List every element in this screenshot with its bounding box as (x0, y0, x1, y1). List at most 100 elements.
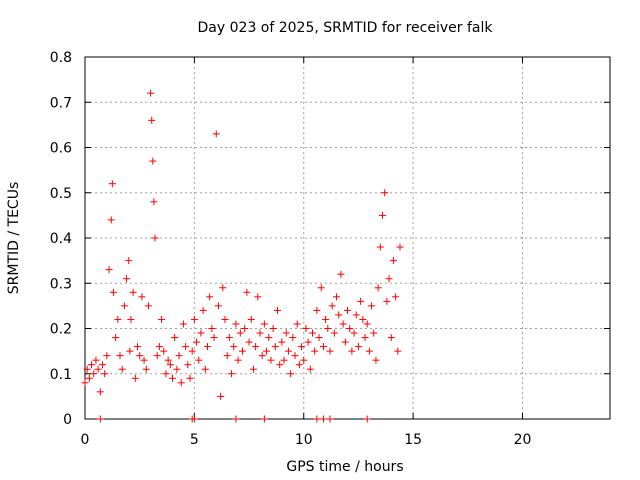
data-point (151, 234, 159, 242)
data-point (109, 288, 117, 296)
data-point (150, 198, 158, 206)
x-tick-label: 20 (514, 432, 532, 448)
data-point (142, 365, 150, 373)
data-point (153, 352, 161, 360)
data-point (298, 343, 306, 351)
y-tick-label: 0.5 (50, 186, 72, 202)
data-point (317, 284, 325, 292)
data-point (134, 343, 141, 351)
data-point (120, 302, 128, 310)
data-point (302, 325, 310, 332)
data-point (280, 356, 288, 364)
data-point (204, 343, 211, 351)
data-point (221, 315, 229, 323)
data-point (311, 347, 319, 355)
data-point (232, 320, 240, 328)
data-point (319, 415, 327, 423)
data-point (225, 334, 233, 342)
data-point (127, 315, 135, 323)
y-axis-label: SRMTID / TECUs (6, 182, 22, 295)
data-point (389, 257, 397, 265)
data-point (260, 415, 268, 423)
data-point (326, 347, 334, 355)
data-point (107, 216, 115, 224)
data-point (105, 266, 113, 274)
data-point (304, 338, 312, 346)
data-point (295, 361, 303, 369)
data-point (116, 352, 124, 360)
data-points (81, 89, 404, 423)
data-point (179, 320, 187, 328)
data-point (103, 352, 111, 360)
data-point (263, 347, 271, 355)
data-point (309, 329, 316, 337)
data-point (230, 343, 238, 351)
data-point (363, 320, 371, 328)
data-point (363, 415, 371, 423)
data-point (136, 352, 144, 360)
data-point (258, 352, 266, 360)
data-point (287, 370, 295, 378)
data-point (324, 325, 332, 332)
data-point (370, 329, 378, 337)
data-point (118, 365, 126, 373)
data-point (392, 293, 400, 301)
data-point (372, 356, 380, 364)
data-point (284, 347, 292, 355)
data-point (96, 388, 104, 396)
data-point (182, 343, 190, 351)
chart-title: Day 023 of 2025, SRMTID for receiver fal… (198, 20, 494, 36)
data-point (175, 352, 183, 360)
data-point (108, 180, 116, 188)
data-point (322, 315, 330, 323)
data-point (385, 275, 393, 283)
data-point (326, 415, 334, 423)
y-tick-label: 0.1 (50, 367, 72, 383)
data-point (300, 356, 308, 364)
data-point (201, 365, 209, 373)
data-point (169, 374, 176, 382)
data-point (245, 338, 253, 346)
data-point (313, 415, 321, 423)
data-point (173, 365, 181, 373)
data-point (256, 329, 264, 337)
data-point (208, 325, 216, 332)
data-point (265, 334, 273, 342)
data-point (319, 343, 327, 351)
data-point (339, 320, 347, 328)
x-tick-label: 0 (81, 432, 90, 448)
data-point (379, 211, 386, 219)
data-point (241, 325, 249, 332)
data-point (396, 243, 404, 251)
data-point (126, 347, 134, 355)
data-point (260, 320, 268, 328)
data-point (197, 329, 205, 337)
y-tick-label: 0.4 (50, 231, 72, 247)
data-point (94, 365, 102, 373)
data-point (249, 365, 257, 373)
data-point (357, 297, 365, 305)
data-point (217, 392, 225, 400)
data-point (162, 370, 170, 378)
data-point (341, 338, 349, 346)
data-point (381, 189, 389, 197)
data-point (92, 356, 100, 364)
data-point (184, 361, 192, 369)
data-point (131, 374, 139, 382)
y-tick-label: 0.6 (50, 141, 72, 157)
data-point (274, 306, 281, 314)
data-point (365, 347, 373, 355)
data-point (195, 356, 203, 364)
data-point (361, 334, 369, 342)
x-axis-label: GPS time / hours (286, 459, 403, 475)
data-point (83, 365, 91, 373)
data-point (193, 338, 201, 346)
data-point (223, 352, 231, 360)
data-point (190, 415, 198, 423)
data-point (219, 284, 227, 292)
data-point (276, 361, 284, 369)
data-point (282, 329, 290, 337)
data-point (125, 257, 133, 265)
data-point (214, 302, 222, 310)
